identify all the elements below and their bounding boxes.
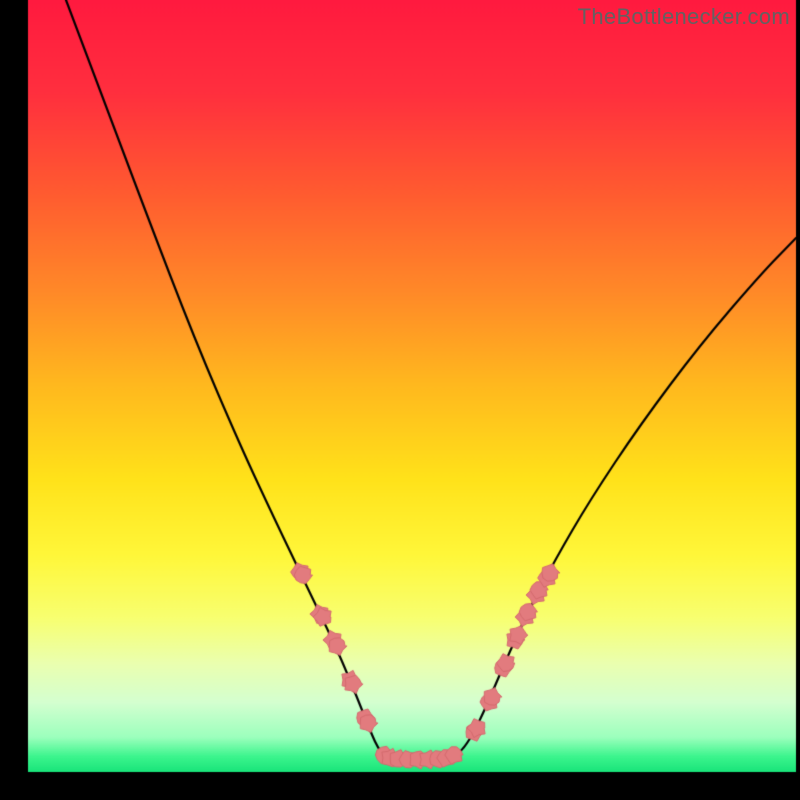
watermark-text: TheBottlenecker.com bbox=[578, 4, 790, 30]
chart-stage: TheBottlenecker.com bbox=[0, 0, 800, 800]
bottleneck-curve-markers bbox=[0, 0, 800, 800]
